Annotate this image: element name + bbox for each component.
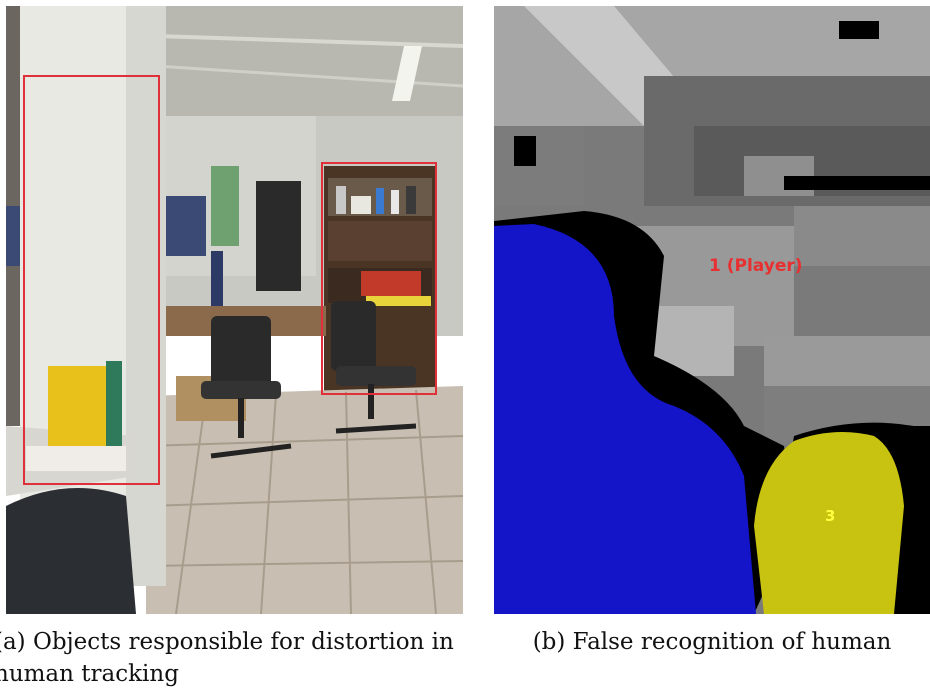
depth-map: 1 (Player) 3 <box>494 6 930 614</box>
caption-a: (a) Objects responsible for distortion i… <box>0 629 454 687</box>
caption-b: (b) False recognition of human <box>532 629 892 655</box>
player-label: 1 (Player) <box>709 256 803 276</box>
shelf-bounding-box <box>321 162 437 395</box>
photo-panel <box>6 6 463 614</box>
false-detection-region <box>494 224 756 614</box>
object-3-label: 3 <box>825 507 835 525</box>
ceiling-lamp <box>392 46 422 101</box>
office-chair <box>331 301 417 434</box>
foreground-chair <box>6 488 136 614</box>
depth-map-panel: 1 (Player) 3 <box>494 6 930 614</box>
lab-photo <box>6 6 463 614</box>
office-chair <box>201 316 292 459</box>
pillar-bounding-box <box>23 75 160 485</box>
object-3-region <box>754 432 904 614</box>
